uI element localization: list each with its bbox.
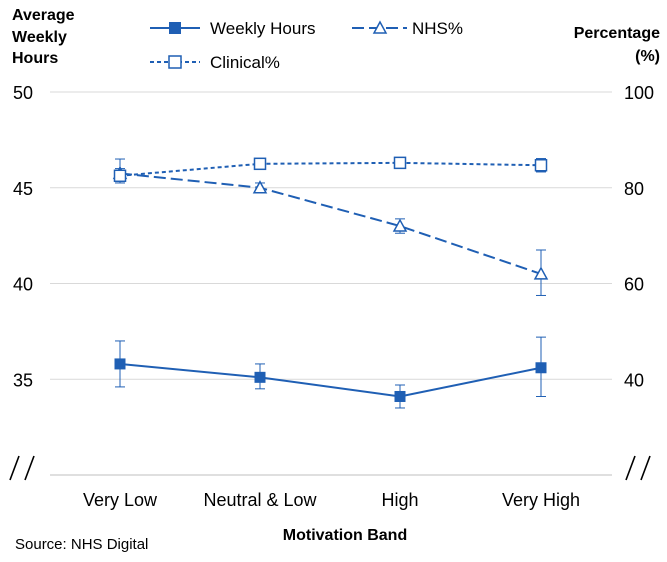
right-axis-tick-label: 100 bbox=[624, 83, 654, 103]
legend-label-weekly-hours: Weekly Hours bbox=[210, 19, 316, 38]
right-axis-tick-label: 40 bbox=[624, 370, 644, 390]
right-axis-title-line-2: (%) bbox=[635, 48, 660, 65]
left-axis-title-line-1: Average bbox=[12, 7, 75, 24]
legend-item-weekly-hours: Weekly Hours bbox=[150, 19, 316, 38]
legend-label-nhs: NHS% bbox=[412, 19, 463, 38]
left-axis-tick-label: 50 bbox=[13, 83, 33, 103]
legend: Weekly Hours NHS% Clinical% bbox=[150, 19, 463, 72]
left-axis-title-line-3: Hours bbox=[12, 50, 58, 67]
series-line bbox=[119, 362, 542, 398]
legend-item-clinical: Clinical% bbox=[150, 53, 280, 72]
series-0 bbox=[114, 336, 547, 409]
x-axis-category-label: Very Low bbox=[83, 490, 158, 510]
right-axis-title-line-1: Percentage bbox=[574, 25, 660, 42]
gridlines bbox=[50, 91, 612, 380]
axis-break-mark bbox=[9, 455, 35, 481]
source-note: Source: NHS Digital bbox=[15, 536, 148, 553]
x-axis-title: Motivation Band bbox=[283, 527, 407, 544]
data-point bbox=[533, 266, 549, 280]
left-axis-tick-label: 45 bbox=[13, 179, 33, 199]
left-axis-tick-label: 40 bbox=[13, 275, 33, 295]
x-axis-category-label: Very High bbox=[502, 490, 580, 510]
axis-break-mark bbox=[625, 455, 651, 481]
data-point bbox=[252, 180, 268, 194]
series-layer bbox=[112, 156, 549, 409]
data-point bbox=[394, 390, 406, 402]
data-point bbox=[535, 362, 547, 374]
data-point bbox=[253, 157, 267, 171]
legend-marker-weekly-hours bbox=[169, 22, 181, 34]
series-2 bbox=[113, 156, 548, 183]
data-point bbox=[114, 358, 126, 370]
axis-break-marks bbox=[9, 455, 651, 481]
left-axis-tick-label: 35 bbox=[13, 370, 33, 390]
series-line bbox=[119, 172, 542, 275]
data-point bbox=[392, 218, 408, 232]
right-axis-tick-label: 80 bbox=[624, 179, 644, 199]
x-axis-category-label: High bbox=[381, 490, 418, 510]
x-axis-categories: Very Low Neutral & Low High Very High bbox=[83, 490, 580, 510]
legend-label-clinical: Clinical% bbox=[210, 53, 280, 72]
legend-marker-clinical bbox=[168, 55, 182, 69]
x-axis-category-label: Neutral & Low bbox=[203, 490, 317, 510]
left-axis-title-line-2: Weekly bbox=[12, 29, 67, 46]
right-axis-tick-label: 60 bbox=[624, 275, 644, 295]
legend-item-nhs: NHS% bbox=[352, 19, 463, 38]
data-point bbox=[254, 371, 266, 383]
series-line bbox=[119, 161, 542, 177]
left-axis-ticks: 35 40 45 50 bbox=[13, 83, 33, 390]
legend-marker-nhs bbox=[372, 20, 388, 34]
data-point bbox=[393, 156, 407, 170]
right-axis-ticks: 40 60 80 100 bbox=[624, 83, 654, 390]
series-1 bbox=[112, 158, 549, 296]
data-point bbox=[534, 158, 548, 172]
data-point bbox=[113, 169, 127, 183]
